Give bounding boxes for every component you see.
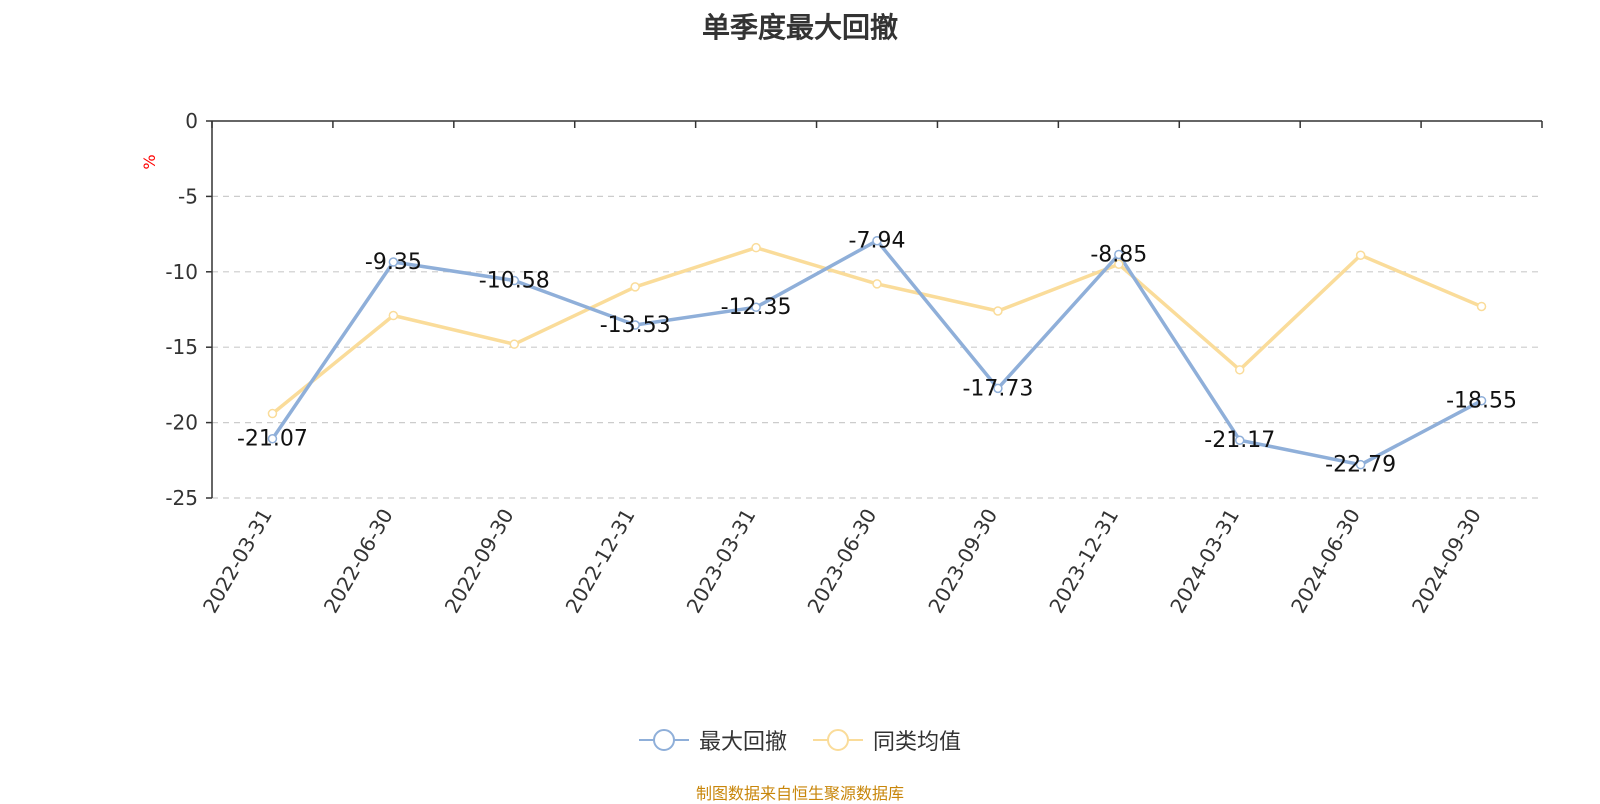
data-point: [1476, 395, 1487, 406]
legend-label-peer-average: 同类均值: [873, 730, 962, 755]
series-lines: [271, 238, 1483, 467]
x-tick-label: 2022-12-31: [561, 505, 640, 618]
x-tick-label: 2023-12-31: [1044, 505, 1123, 618]
legend-line-circle-icon: [638, 729, 689, 751]
data-point: [388, 310, 399, 321]
y-tick-label: -25: [165, 486, 198, 510]
legend-line-circle-icon: [813, 729, 863, 751]
data-point: [267, 408, 278, 419]
data-point: [1234, 435, 1245, 445]
data-point: [388, 257, 399, 267]
y-tick-label: -5: [178, 184, 198, 208]
y-tick-label: 0: [185, 109, 198, 133]
data-label: -17.73: [962, 376, 1033, 401]
data-point: [993, 383, 1003, 394]
x-tick-label: 2022-03-31: [198, 505, 277, 618]
data-labels: -21.07 -9.35 -10.58 -13.53 -12.35 -7.94 -17.73…: [237, 229, 1517, 478]
series-line-0: [271, 238, 1483, 467]
data-point: [1355, 250, 1366, 260]
x-tick-label: 2022-09-30: [440, 505, 519, 618]
y-tick-label: -20: [165, 411, 198, 435]
data-label: -18.55: [1446, 389, 1517, 414]
x-tick-label: 2023-09-30: [923, 505, 1002, 618]
data-source-note: 制图数据来自恒生聚源数据库: [695, 784, 904, 803]
data-label: -21.07: [237, 427, 308, 452]
x-tick-label: 2024-03-31: [1165, 505, 1244, 618]
data-label: -22.79: [1325, 453, 1396, 478]
legend: 最大回撤 同类均值: [0, 724, 1600, 756]
y-tick-label: -10: [165, 260, 198, 284]
data-label: -7.94: [849, 229, 906, 254]
data-label: -12.35: [721, 295, 792, 320]
x-tick-label: 2024-06-30: [1286, 505, 1365, 618]
y-unit-label: %: [140, 154, 159, 169]
data-point: [1234, 365, 1245, 375]
data-point: [872, 279, 882, 289]
data-label: -13.53: [600, 313, 671, 338]
data-point: [630, 320, 640, 330]
x-tick-label: 2023-03-31: [682, 505, 761, 618]
y-tick-label: -15: [165, 335, 198, 359]
legend-label-max-drawdown: 最大回撤: [698, 730, 787, 755]
data-point: [630, 282, 640, 292]
chart-title: 单季度最大回撤: [701, 11, 898, 44]
data-point: [1114, 249, 1124, 260]
data-point: [1355, 459, 1366, 470]
data-point: [993, 306, 1003, 316]
legend-item-max-drawdown[interactable]: 最大回撤: [638, 724, 787, 756]
data-label: -8.85: [1090, 242, 1147, 267]
x-tick-label: 2024-09-30: [1407, 505, 1486, 618]
legend-item-peer-average[interactable]: 同类均值: [813, 724, 961, 756]
data-point: [509, 339, 520, 349]
data-point: [1114, 259, 1124, 270]
data-point: [751, 242, 761, 253]
data-point: [1476, 301, 1487, 312]
data-point: [267, 433, 278, 444]
x-tick-label: 2023-06-30: [802, 505, 881, 618]
data-label: -9.35: [365, 250, 422, 275]
data-label: -10.58: [479, 269, 550, 294]
data-label: -21.17: [1204, 428, 1275, 453]
grid-lines: [212, 195, 1542, 499]
data-point: [509, 275, 520, 286]
data-point: [872, 235, 882, 246]
data-point: [751, 302, 761, 312]
x-tick-label: 2022-06-30: [319, 505, 398, 618]
data-points: [267, 235, 1487, 470]
